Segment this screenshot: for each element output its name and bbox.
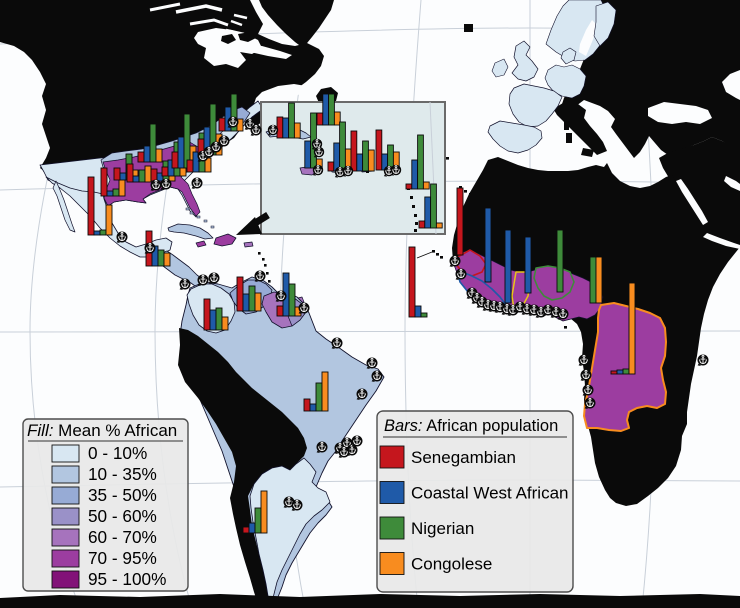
svg-text:10 - 35%: 10 - 35% xyxy=(88,464,157,484)
svg-text:70 - 95%: 70 - 95% xyxy=(88,548,157,568)
svg-text:95 - 100%: 95 - 100% xyxy=(88,569,166,589)
svg-text:50 - 60%: 50 - 60% xyxy=(88,506,157,526)
svg-text:Congolese: Congolese xyxy=(411,555,492,574)
svg-text:Fill: Mean % African: Fill: Mean % African xyxy=(27,421,177,440)
svg-text:Senegambian: Senegambian xyxy=(411,448,516,467)
svg-text:Bars: African population: Bars: African population xyxy=(384,417,558,435)
svg-text:35 - 50%: 35 - 50% xyxy=(88,485,157,505)
svg-text:60 - 70%: 60 - 70% xyxy=(88,527,157,547)
svg-text:0 - 10%: 0 - 10% xyxy=(88,443,147,463)
svg-text:Coastal West African: Coastal West African xyxy=(411,484,568,503)
svg-text:Nigerian: Nigerian xyxy=(411,519,474,538)
